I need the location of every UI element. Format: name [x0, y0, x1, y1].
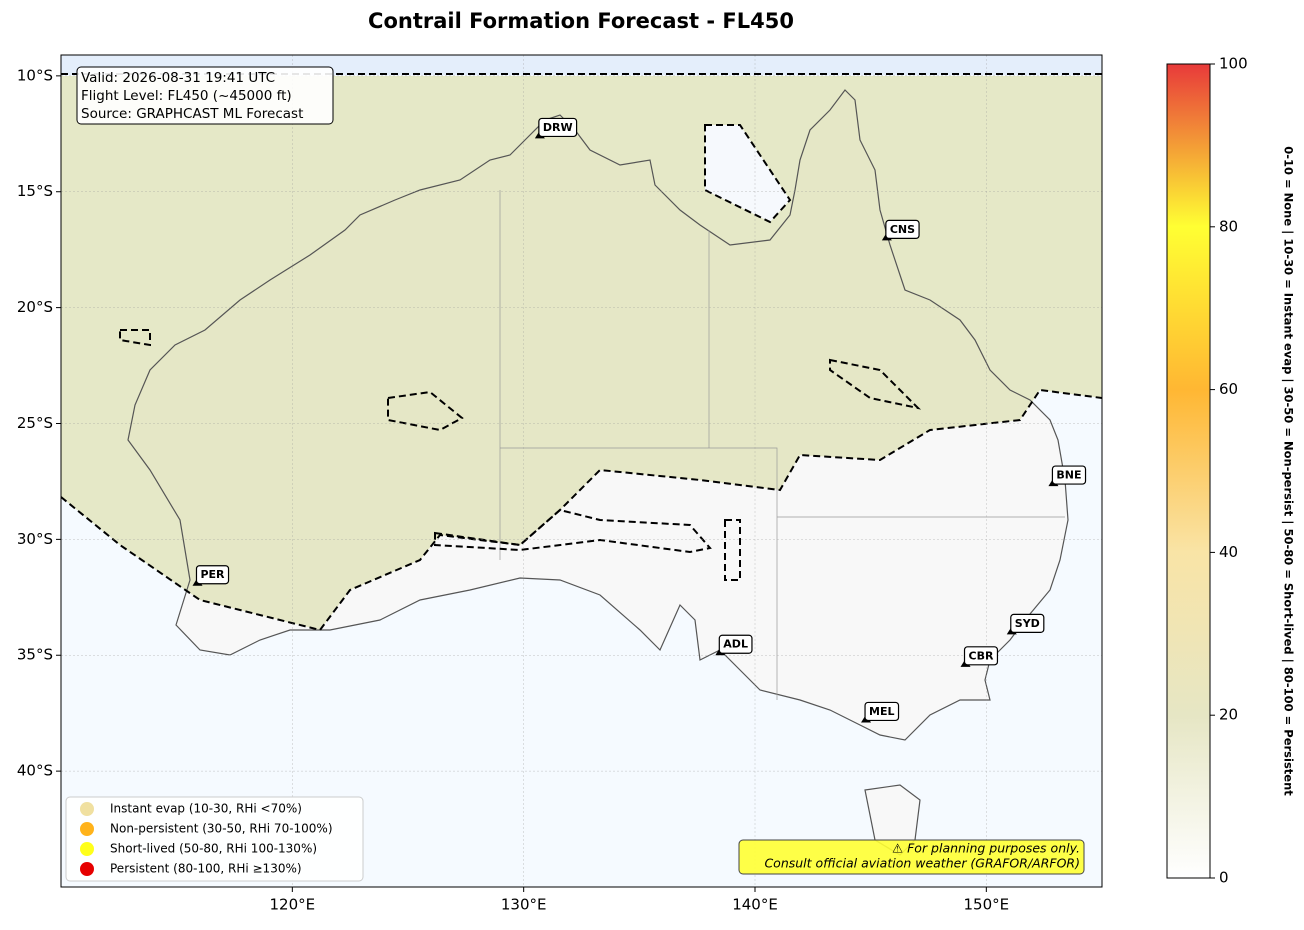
grid: 120°E 130°E 140°E 150°E 10°S 15°S 20°S 25°S 30°S… — [17, 55, 1102, 914]
x-tick-label: 130°E — [501, 896, 547, 914]
map-frame — [60, 54, 1103, 888]
airport-label: CNS — [890, 223, 915, 236]
y-tick-label: 35°S — [17, 646, 53, 664]
note-frame — [738, 839, 1085, 875]
airport-label: SYD — [1015, 617, 1040, 630]
airport-label-box — [963, 646, 999, 666]
legend-label: Short-lived (50-80, RHi 100-130%) — [110, 842, 317, 856]
y-tick-label: 20°S — [17, 298, 53, 316]
contours — [61, 73, 1102, 632]
info-box-frame — [76, 66, 334, 125]
legend-frame — [65, 796, 364, 882]
colorbar: 0-10 = None | 10-30 = Instant evap | 30-… — [1166, 55, 1296, 887]
state-borders — [499, 190, 1065, 700]
x-tick-label: 150°E — [964, 896, 1010, 914]
colorbar-tick-label: 100 — [1219, 55, 1248, 73]
legend-marker — [80, 802, 94, 816]
airport-label: CBR — [969, 649, 994, 662]
x-tick-label: 140°E — [732, 896, 778, 914]
note-line: Consult official aviation weather (GRAFO… — [764, 856, 1080, 871]
colorbar-tick-label: 60 — [1219, 380, 1238, 398]
airport-label: DRW — [543, 121, 573, 134]
x-tick-label: 120°E — [270, 896, 316, 914]
colorbar-tick-label: 20 — [1219, 706, 1238, 724]
info-lines: Valid: 2026-08-31 19:41 UTC Flight Level:… — [81, 70, 303, 122]
legend-label: Non-persistent (30-50, RHi 70-100%) — [110, 822, 333, 836]
airport-label-box — [885, 219, 920, 240]
colorbar-tick-label: 0 — [1219, 869, 1229, 887]
airports: DRW CNS BNE PER ADL SYD CBR MEL — [192, 117, 1087, 723]
legend-entries: Instant evap (10-30, RHi <70%) Non-persis… — [80, 802, 333, 876]
instant-evap-zone — [61, 76, 1102, 630]
clear-patch — [705, 125, 790, 222]
info-box: Valid: 2026-08-31 19:41 UTC Flight Level:… — [76, 66, 334, 125]
note-lines: ⚠ For planning purposes only.Consult off… — [764, 841, 1080, 871]
info-line: Valid: 2026-08-31 19:41 UTC — [81, 70, 275, 86]
note-line: ⚠ For planning purposes only. — [892, 841, 1080, 856]
y-tick-label: 25°S — [17, 414, 53, 432]
airport-label-box — [1010, 613, 1045, 633]
title: Contrail Formation Forecast - FL450 — [368, 9, 794, 33]
colorbar-bar — [1166, 63, 1211, 879]
airport-label-box — [538, 117, 578, 138]
airport-label-box — [864, 701, 900, 722]
y-tick-label: 15°S — [17, 182, 53, 200]
info-line: Source: GRAPHCAST ML Forecast — [81, 106, 303, 122]
note-box: ⚠ For planning purposes only.Consult off… — [738, 839, 1085, 875]
legend-marker — [80, 842, 94, 856]
y-tick-label: 40°S — [17, 762, 53, 780]
airport-label: MEL — [869, 705, 894, 718]
colorbar-tick-label: 80 — [1219, 217, 1238, 235]
airport-label: PER — [200, 568, 225, 581]
airport-label-box — [195, 565, 230, 585]
airport-label: ADL — [723, 638, 748, 651]
airport-label-box — [718, 634, 753, 654]
legend-label: Instant evap (10-30, RHi <70%) — [110, 802, 302, 816]
legend-marker — [80, 862, 94, 876]
legend-label: Persistent (80-100, RHi ≥130%) — [110, 862, 302, 876]
map-background — [61, 55, 1102, 887]
info-line: Flight Level: FL450 (~45000 ft) — [81, 88, 292, 104]
airport-label-box — [1051, 465, 1087, 485]
airport-label: BNE — [1056, 469, 1081, 482]
y-tick-label: 10°S — [17, 66, 53, 84]
colorbar-tick-label: 40 — [1219, 543, 1238, 561]
legend: Instant evap (10-30, RHi <70%) Non-persis… — [65, 796, 364, 882]
colorbar-label: 0-10 = None | 10-30 = Instant evap | 30-… — [1282, 146, 1296, 796]
legend-marker — [80, 822, 94, 836]
y-tick-label: 30°S — [17, 530, 53, 548]
